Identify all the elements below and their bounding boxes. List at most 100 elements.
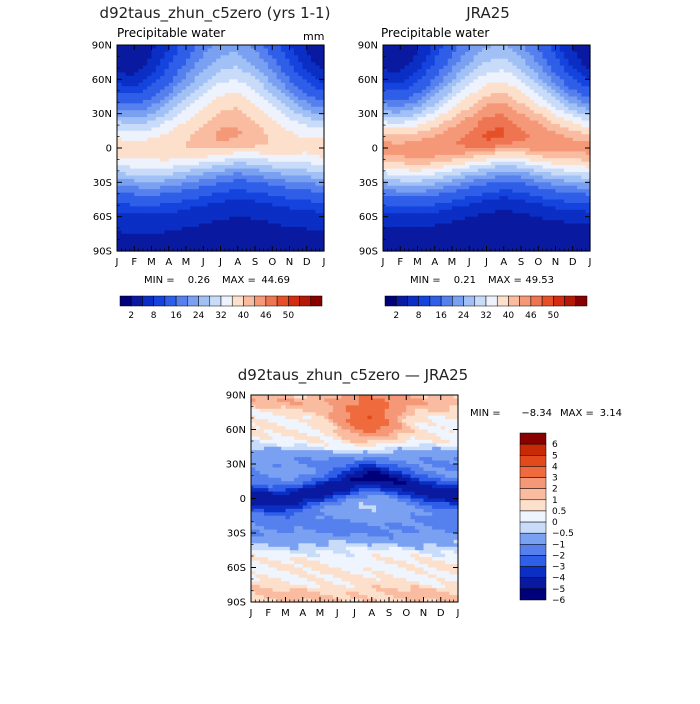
pw-model-cell bbox=[203, 230, 208, 234]
pw-reanalysis-cell bbox=[461, 62, 466, 66]
pw-model-cell bbox=[190, 90, 195, 94]
pw-reanalysis-cell bbox=[560, 79, 565, 83]
pw-reanalysis-cell bbox=[400, 69, 405, 73]
pw-reanalysis-cell bbox=[551, 141, 556, 145]
pw-reanalysis-cell bbox=[530, 97, 535, 101]
pw-reanalysis-cell bbox=[487, 182, 492, 186]
pw-reanalysis-cell bbox=[435, 127, 440, 131]
pw-model-cell bbox=[272, 200, 277, 204]
pw-model-cell bbox=[264, 148, 269, 152]
pw-model-cell bbox=[130, 134, 135, 138]
pw-model-cell bbox=[182, 131, 187, 135]
pw-reanalysis-cell bbox=[560, 97, 565, 101]
pw-reanalysis-cell bbox=[512, 155, 517, 159]
pw-reanalysis-cell bbox=[560, 59, 565, 63]
pw-model-cell bbox=[203, 172, 208, 176]
pw-model-cell bbox=[126, 237, 131, 241]
pw-reanalysis-cell bbox=[504, 158, 509, 162]
pw-reanalysis-cell bbox=[474, 175, 479, 179]
pw-reanalysis-cell bbox=[534, 103, 539, 107]
pw-model-cell bbox=[134, 210, 139, 214]
pw-model-cell bbox=[121, 162, 126, 166]
pw-reanalysis-cell bbox=[525, 100, 530, 104]
pw-model-cell bbox=[272, 110, 277, 114]
pw-reanalysis-cell bbox=[474, 141, 479, 145]
pw-model-cell bbox=[190, 196, 195, 200]
pw-reanalysis-cell bbox=[478, 124, 483, 128]
pw-model-cell bbox=[229, 79, 234, 83]
pw-reanalysis-cell bbox=[474, 158, 479, 162]
pw-model-cell bbox=[190, 141, 195, 145]
pw-reanalysis-cell bbox=[508, 97, 513, 101]
pw-model-cell bbox=[126, 169, 131, 173]
pw-reanalysis-cell bbox=[430, 162, 435, 166]
pw-reanalysis-cell bbox=[452, 103, 457, 107]
pw-model-cell bbox=[173, 100, 178, 104]
pw-reanalysis-cell bbox=[383, 124, 388, 128]
pw-reanalysis-cell bbox=[448, 72, 453, 76]
x-tick-label: F bbox=[131, 257, 137, 268]
pw-reanalysis-cell bbox=[543, 172, 548, 176]
pw-model-cell bbox=[212, 234, 217, 238]
pw-reanalysis-cell bbox=[469, 59, 474, 63]
pw-model-cell bbox=[182, 158, 187, 162]
pw-reanalysis-cell bbox=[474, 110, 479, 114]
pw-reanalysis-cell bbox=[392, 45, 397, 49]
pw-reanalysis-cell bbox=[512, 162, 517, 166]
pw-model-cell bbox=[285, 148, 290, 152]
pw-model-cell bbox=[173, 200, 178, 204]
pw-reanalysis-cell bbox=[418, 62, 423, 66]
pw-reanalysis-cell bbox=[383, 162, 388, 166]
pw-reanalysis-cell bbox=[482, 90, 487, 94]
pw-reanalysis-cell bbox=[491, 117, 496, 121]
pw-model-cell bbox=[285, 59, 290, 63]
pw-model-cell bbox=[255, 69, 260, 73]
pw-reanalysis-cell bbox=[538, 107, 543, 111]
pw-model-cell bbox=[221, 62, 226, 66]
pw-model-cell bbox=[212, 165, 217, 169]
pw-reanalysis-cell bbox=[461, 179, 466, 183]
pw-model-cell bbox=[277, 244, 282, 248]
pw-reanalysis-cell bbox=[573, 151, 578, 155]
pw-model-cell bbox=[195, 213, 200, 217]
pw-reanalysis-cell bbox=[430, 124, 435, 128]
pw-reanalysis-cell bbox=[530, 117, 535, 121]
pw-reanalysis-cell bbox=[409, 110, 414, 114]
pw-reanalysis-cell bbox=[556, 155, 561, 159]
pw-model-cell bbox=[121, 100, 126, 104]
pw-model-cell bbox=[121, 52, 126, 56]
pw-model-cell bbox=[177, 186, 182, 190]
pw-model-cell bbox=[126, 175, 131, 179]
pw-model-cell bbox=[290, 227, 295, 231]
pw-model-cell bbox=[307, 141, 312, 145]
pw-reanalysis-cell bbox=[452, 100, 457, 104]
pw-model-cell bbox=[294, 213, 299, 217]
y-tick-label: 60S bbox=[93, 212, 112, 223]
pw-model-cell bbox=[277, 220, 282, 224]
pw-reanalysis-cell bbox=[525, 162, 530, 166]
pw-reanalysis-cell bbox=[409, 175, 414, 179]
pw-reanalysis-cell bbox=[508, 172, 513, 176]
pw-reanalysis-cell bbox=[538, 86, 543, 90]
pw-reanalysis-cell bbox=[517, 72, 522, 76]
pw-reanalysis-cell bbox=[525, 182, 530, 186]
colorbar-swatch bbox=[199, 296, 210, 306]
pw-reanalysis-cell bbox=[560, 90, 565, 94]
pw-reanalysis-cell bbox=[568, 100, 573, 104]
pw-reanalysis-cell bbox=[564, 110, 569, 114]
pw-model-cell bbox=[238, 155, 243, 159]
pw-model-cell bbox=[199, 93, 204, 97]
pw-model-cell bbox=[190, 217, 195, 221]
pw-model-cell bbox=[311, 213, 316, 217]
pw-model-cell bbox=[126, 103, 131, 107]
pw-model-cell bbox=[169, 141, 174, 145]
pw-reanalysis-cell bbox=[448, 134, 453, 138]
pw-reanalysis-cell bbox=[400, 169, 405, 173]
pw-model-cell bbox=[225, 210, 230, 214]
pw-model-cell bbox=[143, 151, 148, 155]
pw-model-cell bbox=[186, 155, 191, 159]
pw-reanalysis-cell bbox=[409, 72, 414, 76]
pw-model-cell bbox=[268, 55, 273, 59]
pw-model-cell bbox=[203, 169, 208, 173]
pw-reanalysis-cell bbox=[543, 117, 548, 121]
